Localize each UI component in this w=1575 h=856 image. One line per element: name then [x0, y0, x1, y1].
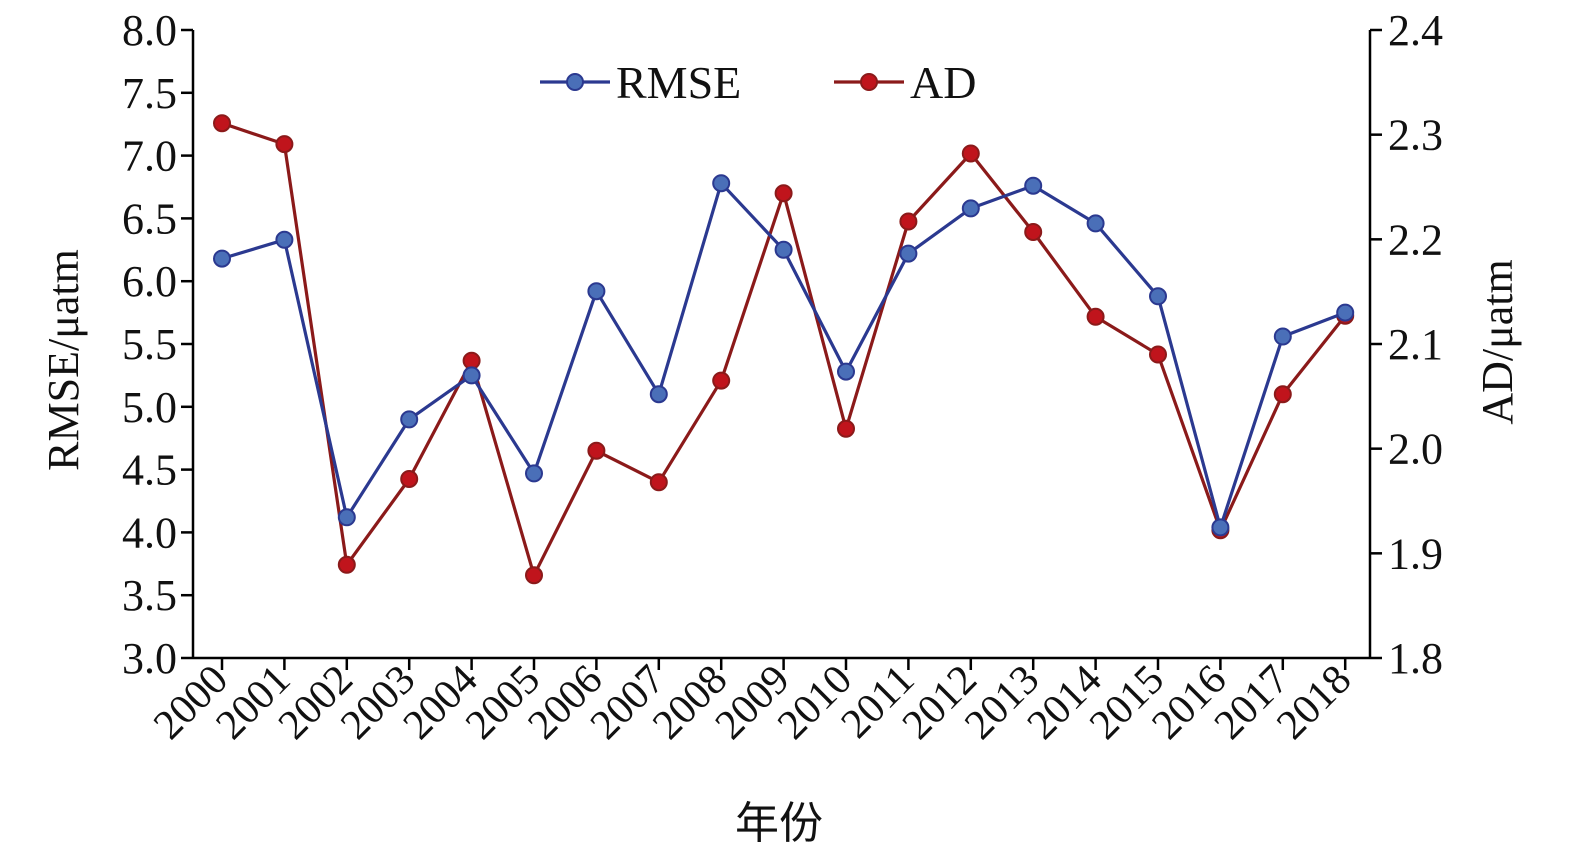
ad-point [1086, 307, 1105, 326]
left-tick-label: 5.0 [122, 383, 177, 432]
left-tick-label: 8.0 [122, 6, 177, 55]
rmse-point [1024, 176, 1043, 195]
ad-point [587, 441, 606, 460]
x-axis-ticks: 2000200120022003200420052006200720082009… [145, 657, 1360, 749]
legend-label: RMSE [616, 57, 741, 108]
ad-point [1149, 345, 1167, 364]
left-tick-label: 4.5 [122, 446, 177, 495]
right-tick-label: 1.8 [1388, 634, 1443, 683]
rmse-point [1273, 327, 1292, 346]
ad-point [1273, 385, 1292, 404]
left-tick-label: 6.5 [122, 194, 177, 243]
ad-point [462, 351, 481, 370]
series-layer [213, 114, 1355, 585]
ad-point [961, 144, 980, 163]
y-axis-left-title: RMSE/μatm [39, 249, 88, 471]
rmse-point [899, 244, 918, 263]
legend-marker [860, 73, 878, 91]
rmse-point [1336, 303, 1355, 322]
right-tick-label: 2.1 [1388, 320, 1443, 369]
rmse-point [337, 508, 356, 527]
ad-point [275, 135, 294, 154]
legend-marker [566, 73, 584, 91]
right-tick-label: 2.4 [1388, 6, 1443, 55]
rmse-point [462, 366, 481, 385]
rmse-point [1211, 518, 1230, 537]
rmse-point [837, 362, 855, 381]
plot-frame [191, 30, 1372, 660]
x-tick-label: 2018 [1268, 657, 1360, 749]
right-tick-label: 1.9 [1388, 529, 1443, 578]
ad-point [337, 555, 356, 574]
series-ad [213, 114, 1355, 585]
legend-item-ad: AD [834, 57, 976, 108]
rmse-point [649, 385, 668, 404]
x-axis-title: 年份 [735, 799, 823, 848]
right-tick-label: 2.0 [1388, 425, 1443, 474]
left-tick-label: 7.0 [122, 132, 177, 181]
ad-point [400, 470, 419, 488]
ad-point [525, 566, 543, 585]
left-tick-label: 3.0 [122, 634, 177, 683]
ad-point [837, 419, 855, 438]
ad-point [774, 184, 793, 203]
rmse-line [221, 181, 1346, 530]
ad-point [649, 473, 668, 492]
rmse-point [400, 410, 419, 429]
rmse-point [525, 464, 543, 483]
left-tick-label: 3.5 [122, 571, 177, 620]
right-tick-label: 2.3 [1388, 111, 1443, 160]
rmse-point [275, 230, 294, 249]
ad-point [712, 371, 731, 390]
legend-item-rmse: RMSE [540, 57, 741, 108]
rmse-point [961, 199, 980, 218]
series-rmse [213, 174, 1355, 537]
ad-point [213, 114, 231, 133]
left-tick-label: 6.0 [122, 257, 177, 306]
left-tick-label: 4.0 [122, 508, 177, 557]
rmse-point [1086, 214, 1105, 233]
rmse-point [712, 174, 731, 193]
legend-label: AD [910, 57, 976, 108]
right-y-axis-ticks: 1.8 1.9 2.0 2.1 2.2 2.3 2.4 [1370, 6, 1443, 683]
right-tick-label: 2.2 [1388, 215, 1443, 264]
ad-point [1024, 223, 1043, 241]
left-y-axis-ticks: 3.0 3.5 4.0 4.5 5.0 5.5 6.0 6.5 7.0 7.5 8.0 [122, 6, 193, 683]
left-tick-label: 7.5 [122, 69, 177, 118]
rmse-point [774, 240, 793, 259]
legend: RMSE AD [540, 57, 976, 108]
left-tick-label: 5.5 [122, 320, 177, 369]
rmse-point [213, 249, 231, 268]
rmse-point [1149, 287, 1167, 306]
rmse-point [587, 282, 606, 301]
ad-point [899, 212, 918, 231]
y-axis-right-title: AD/μatm [1473, 259, 1522, 424]
